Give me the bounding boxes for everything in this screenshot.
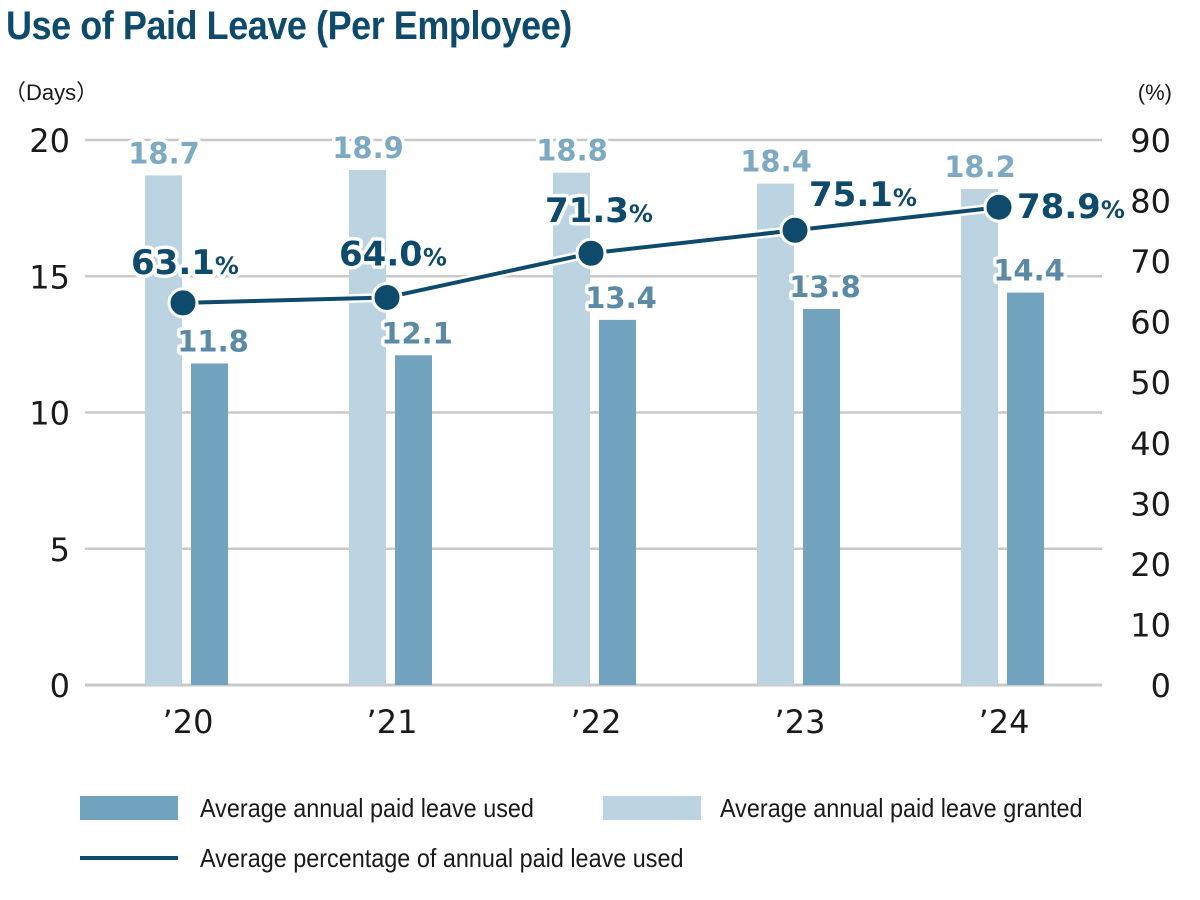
legend-label-used: Average annual paid leave used [200, 793, 534, 823]
used-value-label: 11.8 [177, 324, 249, 358]
line-point [167, 287, 199, 319]
right-tick-label: 50 [1130, 364, 1171, 402]
gridlines [85, 138, 1102, 687]
bar-used [395, 355, 432, 685]
right-tick-label: 20 [1130, 546, 1171, 584]
x-tick-label: ’21 [367, 703, 418, 741]
bar-used [599, 319, 636, 685]
percentage-line [167, 191, 1015, 319]
bar-granted [961, 189, 998, 686]
used-value-label: 13.4 [585, 281, 657, 315]
percent-value-label: 63.1% [131, 243, 239, 283]
left-axis-unit: （Days） [4, 80, 98, 105]
left-tick-label: 5 [50, 531, 70, 569]
legend-swatch-granted [603, 796, 701, 820]
right-tick-label: 40 [1130, 425, 1171, 463]
legend-label-granted: Average annual paid leave granted [720, 793, 1083, 823]
bars [145, 169, 1044, 686]
legend-label-line: Average percentage of annual paid leave … [200, 843, 684, 873]
granted-value-label: 18.8 [536, 134, 608, 168]
bar-used [191, 363, 228, 685]
right-tick-label: 0 [1151, 667, 1171, 705]
right-axis-unit: (%) [1138, 80, 1172, 105]
bar-used [803, 308, 840, 685]
legend-swatch-used [80, 796, 178, 820]
bar-granted [145, 175, 182, 686]
x-tick-label: ’24 [979, 703, 1030, 741]
legend-swatch-line [80, 856, 178, 860]
right-tick-label: 30 [1130, 485, 1171, 523]
chart-plot: 18.7 11.8 18.9 12.1 18.8 13.4 18.4 13.8 18.2 14.4… [4, 80, 1172, 741]
granted-value-label: 18.2 [944, 150, 1016, 184]
used-value-label: 14.4 [993, 254, 1065, 288]
left-tick-label: 15 [29, 258, 70, 296]
line-point [575, 237, 607, 269]
granted-value-label: 18.4 [740, 145, 812, 179]
axes: 0 5 10 15 20 0 10 20 30 40 50 60 70 80 90 （Days） (%) ’20 ’… [4, 80, 1172, 741]
chart-title: Use of Paid Leave (Per Employee) [6, 4, 572, 48]
bar-granted [757, 183, 794, 685]
right-tick-label: 80 [1130, 183, 1171, 221]
right-tick-label: 90 [1130, 122, 1171, 160]
line-point [371, 281, 403, 313]
data-labels: 18.7 11.8 18.9 12.1 18.8 13.4 18.4 13.8 18.2 14.4… [125, 127, 1129, 361]
right-tick-label: 10 [1130, 606, 1171, 644]
bar-granted [349, 169, 386, 686]
granted-value-label: 18.9 [332, 131, 404, 165]
used-value-label: 13.8 [789, 270, 861, 304]
granted-value-label: 18.7 [128, 136, 200, 170]
percent-value-label: 64.0% [339, 234, 447, 274]
left-tick-label: 0 [50, 667, 70, 705]
x-tick-label: ’22 [571, 703, 622, 741]
percent-value-label: 78.9% [1017, 187, 1125, 227]
percent-value-label: 75.1% [809, 175, 917, 215]
line-point [779, 214, 811, 246]
right-tick-label: 70 [1130, 243, 1171, 281]
x-tick-label: ’20 [163, 703, 214, 741]
right-tick-label: 60 [1130, 304, 1171, 342]
x-tick-label: ’23 [775, 703, 826, 741]
percent-value-label: 71.3% [545, 191, 653, 231]
line-point [983, 191, 1015, 223]
left-tick-label: 20 [29, 122, 70, 160]
used-value-label: 12.1 [381, 316, 453, 350]
left-tick-label: 10 [29, 395, 70, 433]
bar-used [1007, 292, 1044, 685]
